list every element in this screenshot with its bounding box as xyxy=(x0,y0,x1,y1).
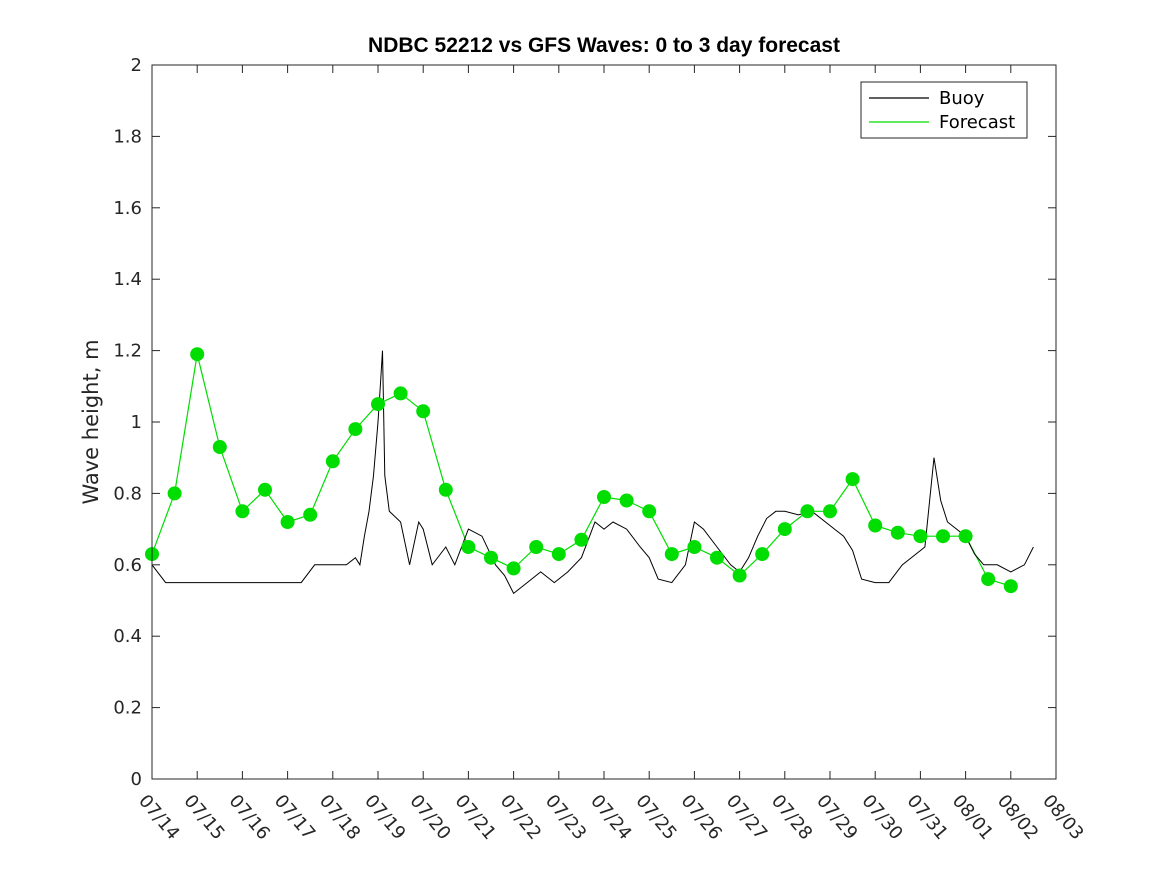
forecast-point xyxy=(551,547,566,562)
forecast-point xyxy=(823,504,837,519)
forecast-point xyxy=(461,540,476,554)
y-tick-label: 1.4 xyxy=(113,269,142,290)
legend-box xyxy=(860,81,1028,139)
forecast-point xyxy=(845,472,860,487)
forecast-point xyxy=(371,397,385,412)
forecast-point xyxy=(167,486,182,501)
forecast-point xyxy=(529,540,544,554)
legend-entry-label: Buoy xyxy=(939,88,985,109)
y-tick-label: 0.6 xyxy=(113,555,142,576)
forecast-point xyxy=(574,532,589,547)
forecast-point xyxy=(800,504,815,519)
y-tick-label: 0.4 xyxy=(113,626,142,647)
forecast-point xyxy=(303,507,318,522)
forecast-point xyxy=(890,525,905,540)
forecast-point xyxy=(348,422,363,437)
y-tick-label: 2 xyxy=(131,55,142,76)
chart-title: NDBC 52212 vs GFS Waves: 0 to 3 day fore… xyxy=(368,34,840,57)
forecast-point xyxy=(235,504,250,519)
y-tick-label: 1.2 xyxy=(113,341,142,362)
forecast-point xyxy=(687,540,702,554)
forecast-point xyxy=(506,561,521,576)
y-tick-label: 0.8 xyxy=(113,483,142,504)
y-tick-label: 0.2 xyxy=(113,698,142,719)
forecast-point xyxy=(212,440,227,454)
legend: Buoy Forecast xyxy=(860,81,1028,139)
forecast-point xyxy=(438,482,453,497)
forecast-point xyxy=(325,454,340,469)
y-tick-label: 0 xyxy=(131,769,142,790)
y-axis: 0 0.2 0.4 0.6 0.8 1 1.2 1.4 1.6 1.8 2 xyxy=(113,55,1056,790)
forecast-point xyxy=(936,529,950,544)
forecast-point xyxy=(280,515,295,529)
forecast-point xyxy=(642,504,657,519)
forecast-point xyxy=(958,529,973,544)
forecast-point xyxy=(868,518,883,533)
forecast-point xyxy=(981,572,996,587)
y-tick-label: 1.6 xyxy=(113,198,142,219)
forecast-point xyxy=(416,404,431,419)
forecast-point xyxy=(710,550,724,565)
forecast-point xyxy=(484,550,498,565)
buoy-line xyxy=(151,350,1034,595)
forecast-point xyxy=(393,386,408,401)
y-axis-label: Wave height, m xyxy=(79,339,103,504)
legend-entry-label: Forecast xyxy=(939,112,1015,133)
forecast-point xyxy=(913,529,928,544)
forecast-point xyxy=(732,568,747,583)
forecast-point xyxy=(597,490,611,504)
y-tick-label: 1 xyxy=(131,412,142,433)
forecast-point xyxy=(664,547,679,562)
forecast-point xyxy=(258,482,272,497)
forecast-point xyxy=(755,547,770,562)
forecast-point xyxy=(777,522,792,537)
y-tick-label: 1.8 xyxy=(113,126,142,147)
forecast-point xyxy=(1003,579,1018,594)
forecast-point xyxy=(190,347,205,362)
forecast-point xyxy=(619,493,634,508)
